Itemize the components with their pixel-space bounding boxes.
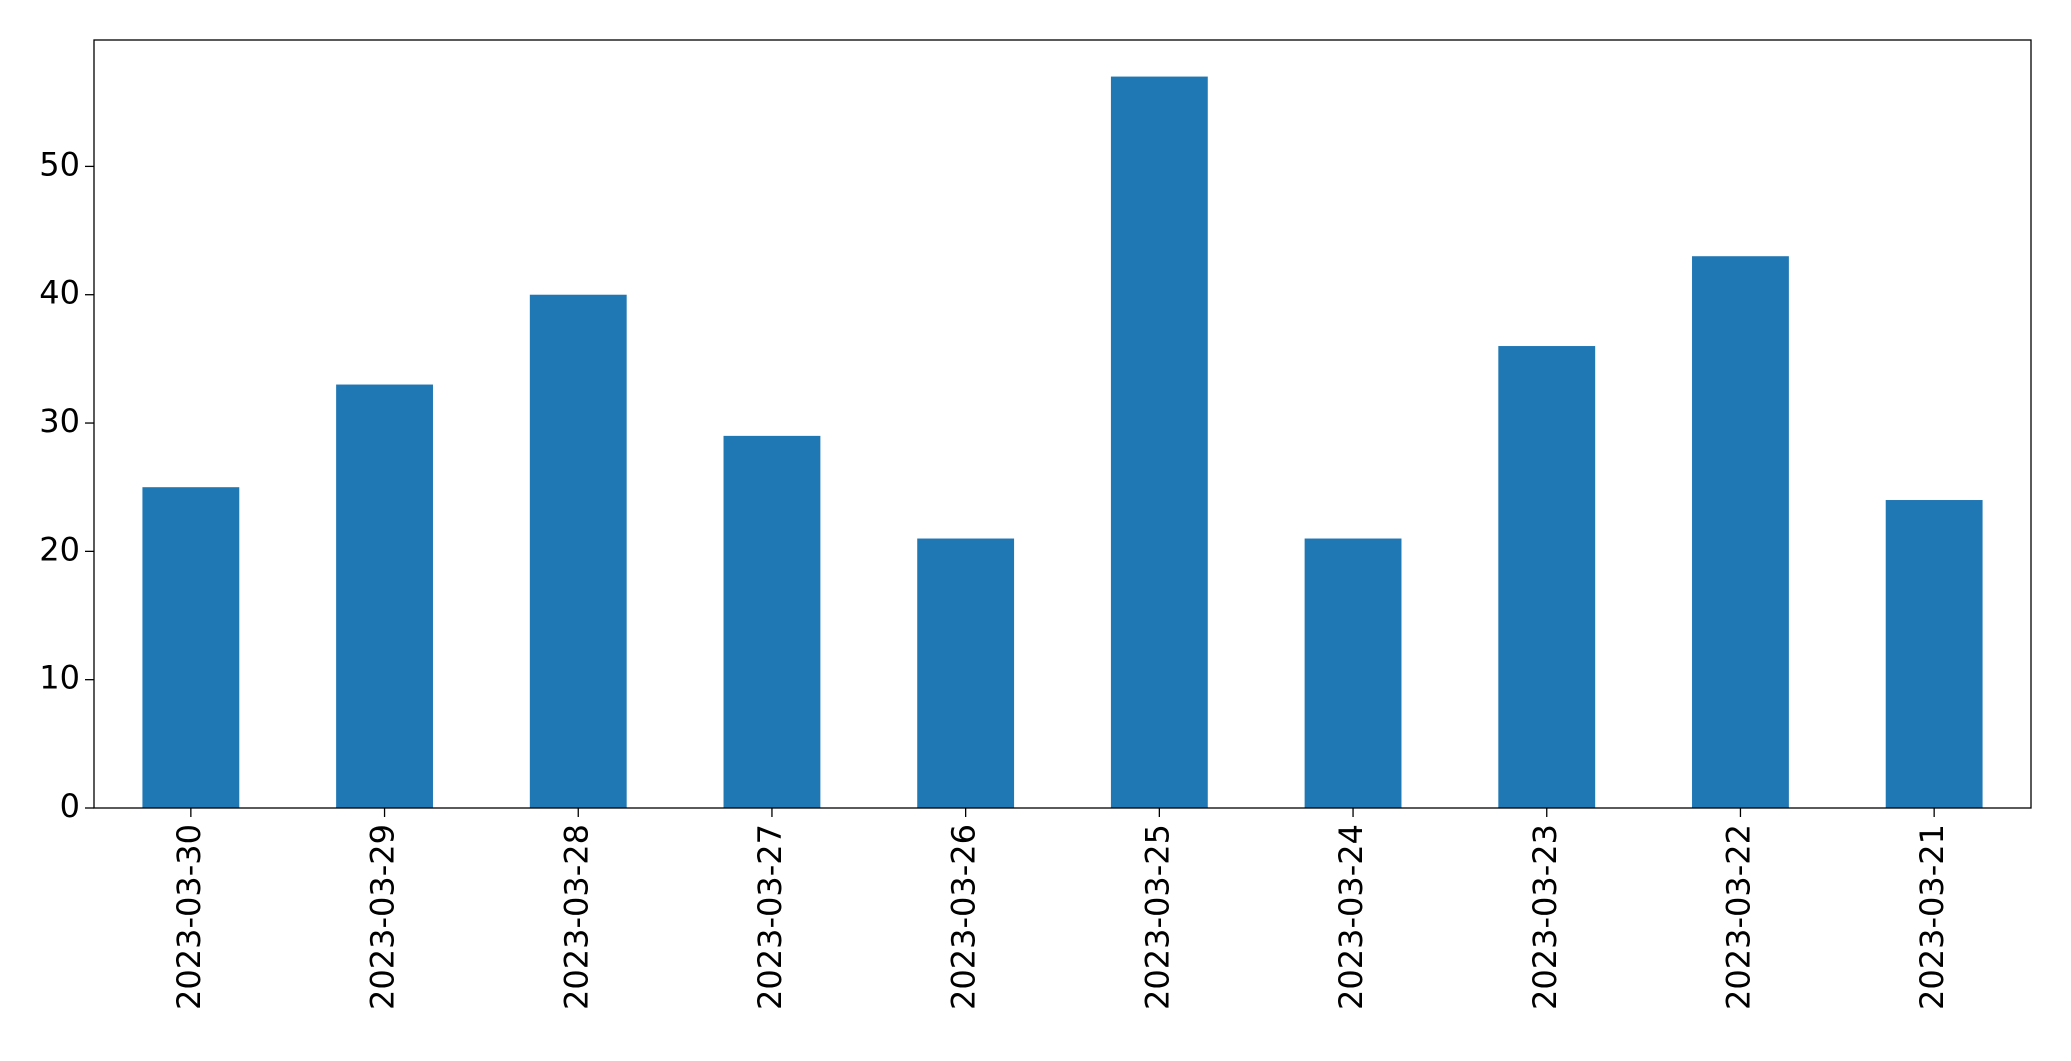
- y-tick-label: 40: [39, 274, 80, 312]
- bar: [1692, 256, 1789, 808]
- bar: [336, 384, 433, 808]
- bar: [1110, 76, 1208, 809]
- x-tick-label: 2023-03-30: [170, 824, 208, 1010]
- y-tick-label: 10: [39, 659, 80, 697]
- y-tick-label: 50: [39, 145, 80, 183]
- y-tick-label: 30: [39, 402, 80, 440]
- x-tick-label: 2023-03-21: [1913, 824, 1951, 1010]
- x-tick-label: 2023-03-29: [364, 824, 402, 1010]
- y-tick-label: 0: [60, 787, 80, 825]
- plot-frame: [93, 39, 2032, 809]
- x-tick-label: 2023-03-25: [1138, 824, 1176, 1010]
- x-tick-label: 2023-03-22: [1719, 824, 1757, 1010]
- x-tick-label: 2023-03-28: [557, 824, 595, 1010]
- bar: [1885, 500, 1983, 808]
- x-tick-label: 2023-03-26: [945, 824, 983, 1010]
- x-tick-label: 2023-03-27: [751, 824, 789, 1010]
- y-tick-label: 20: [39, 530, 80, 568]
- bar: [1498, 346, 1596, 808]
- bar: [1304, 538, 1402, 808]
- bar: [142, 487, 240, 808]
- bar: [529, 294, 627, 808]
- bar: [723, 435, 821, 808]
- x-tick-label: 2023-03-23: [1526, 824, 1564, 1010]
- bar: [917, 538, 1015, 808]
- x-tick-label: 2023-03-24: [1332, 824, 1370, 1010]
